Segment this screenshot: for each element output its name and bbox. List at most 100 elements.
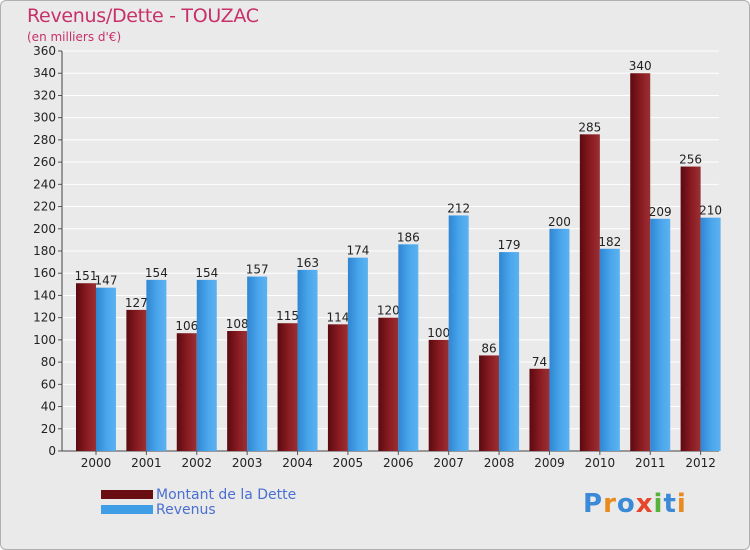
data-label-debt: 114 — [326, 310, 349, 324]
x-tick-label: 2012 — [685, 456, 716, 470]
y-tick-label: 280 — [33, 133, 56, 147]
data-label-debt: 127 — [125, 296, 148, 310]
data-label-revenue: 163 — [296, 256, 319, 270]
data-label-revenue: 182 — [598, 235, 621, 249]
x-tick-label: 2005 — [333, 456, 364, 470]
data-label-debt: 256 — [679, 153, 702, 167]
bar-debt — [227, 331, 248, 451]
chart-subtitle: (en milliers d'€) — [27, 30, 122, 44]
bar-debt — [327, 324, 348, 451]
data-label-revenue: 147 — [95, 274, 118, 288]
bar-revenue — [247, 276, 268, 451]
y-tick-label: 320 — [33, 88, 56, 102]
y-tick-label: 40 — [41, 400, 56, 414]
data-label-revenue: 210 — [699, 204, 722, 218]
legend-swatch-revenue — [101, 505, 153, 514]
x-tick-label: 2006 — [383, 456, 414, 470]
bar-revenue — [549, 228, 570, 451]
y-tick-label: 140 — [33, 288, 56, 302]
logo-letter: x — [635, 489, 654, 519]
data-label-debt: 285 — [578, 120, 601, 134]
data-label-revenue: 174 — [346, 244, 369, 258]
legend-label-debt: Montant de la Dette — [156, 486, 297, 503]
data-label-debt: 86 — [481, 341, 496, 355]
data-label-debt: 151 — [75, 269, 98, 283]
legend-label-revenue: Revenus — [156, 501, 216, 518]
logo-letter: o — [616, 489, 636, 519]
y-tick-label: 120 — [33, 311, 56, 325]
data-label-debt: 115 — [276, 309, 299, 323]
x-tick-label: 2010 — [585, 456, 616, 470]
chart-title: Revenus/Dette - TOUZAC — [27, 5, 259, 27]
y-tick-label: 80 — [41, 355, 56, 369]
data-label-revenue: 179 — [498, 238, 521, 252]
bar-debt — [428, 339, 449, 451]
data-label-debt: 340 — [629, 59, 652, 73]
data-label-debt: 108 — [226, 317, 249, 331]
y-tick-label: 360 — [33, 44, 56, 58]
legend-swatch-debt — [101, 490, 153, 499]
data-label-revenue: 212 — [447, 201, 470, 215]
data-label-revenue: 154 — [195, 266, 218, 280]
legend-item-debt: Montant de la Dette — [101, 486, 297, 503]
bar-debt — [479, 355, 500, 451]
logo-letter: i — [653, 489, 664, 519]
logo-letter: i — [676, 489, 687, 519]
bar-revenue — [448, 215, 469, 451]
y-tick-label: 60 — [41, 377, 56, 391]
data-label-revenue: 157 — [246, 263, 269, 277]
bar-revenue — [700, 217, 721, 451]
legend: Montant de la Dette Revenus — [101, 486, 297, 518]
logo-letter: P — [583, 489, 604, 519]
y-tick-label: 180 — [33, 244, 56, 258]
x-tick-label: 2003 — [232, 456, 263, 470]
y-tick-label: 20 — [41, 422, 56, 436]
x-tick-label: 2001 — [131, 456, 162, 470]
y-tick-label: 260 — [33, 155, 56, 169]
bar-debt — [680, 166, 701, 452]
y-tick-label: 340 — [33, 66, 56, 80]
y-tick-label: 100 — [33, 333, 56, 347]
bar-debt — [126, 309, 147, 451]
bar-revenue — [499, 252, 520, 451]
data-label-revenue: 209 — [649, 205, 672, 219]
data-label-debt: 120 — [377, 304, 400, 318]
x-tick-label: 2007 — [433, 456, 464, 470]
y-tick-label: 0 — [48, 444, 56, 458]
logo-letter: t — [663, 489, 677, 519]
bar-debt — [176, 333, 197, 451]
y-tick-label: 300 — [33, 111, 56, 125]
bar-debt — [579, 134, 600, 452]
bar-debt — [378, 317, 399, 451]
y-tick-label: 240 — [33, 177, 56, 191]
bar-revenue — [96, 287, 116, 451]
x-tick-label: 2011 — [635, 456, 666, 470]
data-label-revenue: 186 — [397, 230, 420, 244]
bar-revenue — [599, 248, 620, 451]
data-label-revenue: 200 — [548, 215, 571, 229]
logo-letter: r — [603, 489, 617, 519]
data-label-debt: 100 — [427, 326, 450, 340]
bar-revenue — [650, 218, 671, 451]
data-label-debt: 74 — [532, 355, 547, 369]
data-label-debt: 106 — [175, 319, 198, 333]
legend-item-revenue: Revenus — [101, 501, 296, 518]
bar-revenue — [398, 244, 419, 451]
data-label-revenue: 154 — [145, 266, 168, 280]
bar-debt — [277, 323, 298, 451]
x-tick-label: 2008 — [484, 456, 515, 470]
y-tick-label: 200 — [33, 222, 56, 236]
bar-debt — [630, 73, 651, 451]
bar-revenue — [196, 279, 217, 451]
bar-revenue — [347, 257, 368, 451]
x-tick-label: 2000 — [81, 456, 112, 470]
bar-revenue — [146, 279, 167, 451]
bar-debt — [529, 368, 550, 451]
bar-debt — [76, 283, 96, 451]
bar-revenue — [297, 269, 318, 451]
x-tick-label: 2004 — [282, 456, 313, 470]
x-tick-label: 2009 — [534, 456, 565, 470]
x-tick-label: 2002 — [181, 456, 212, 470]
